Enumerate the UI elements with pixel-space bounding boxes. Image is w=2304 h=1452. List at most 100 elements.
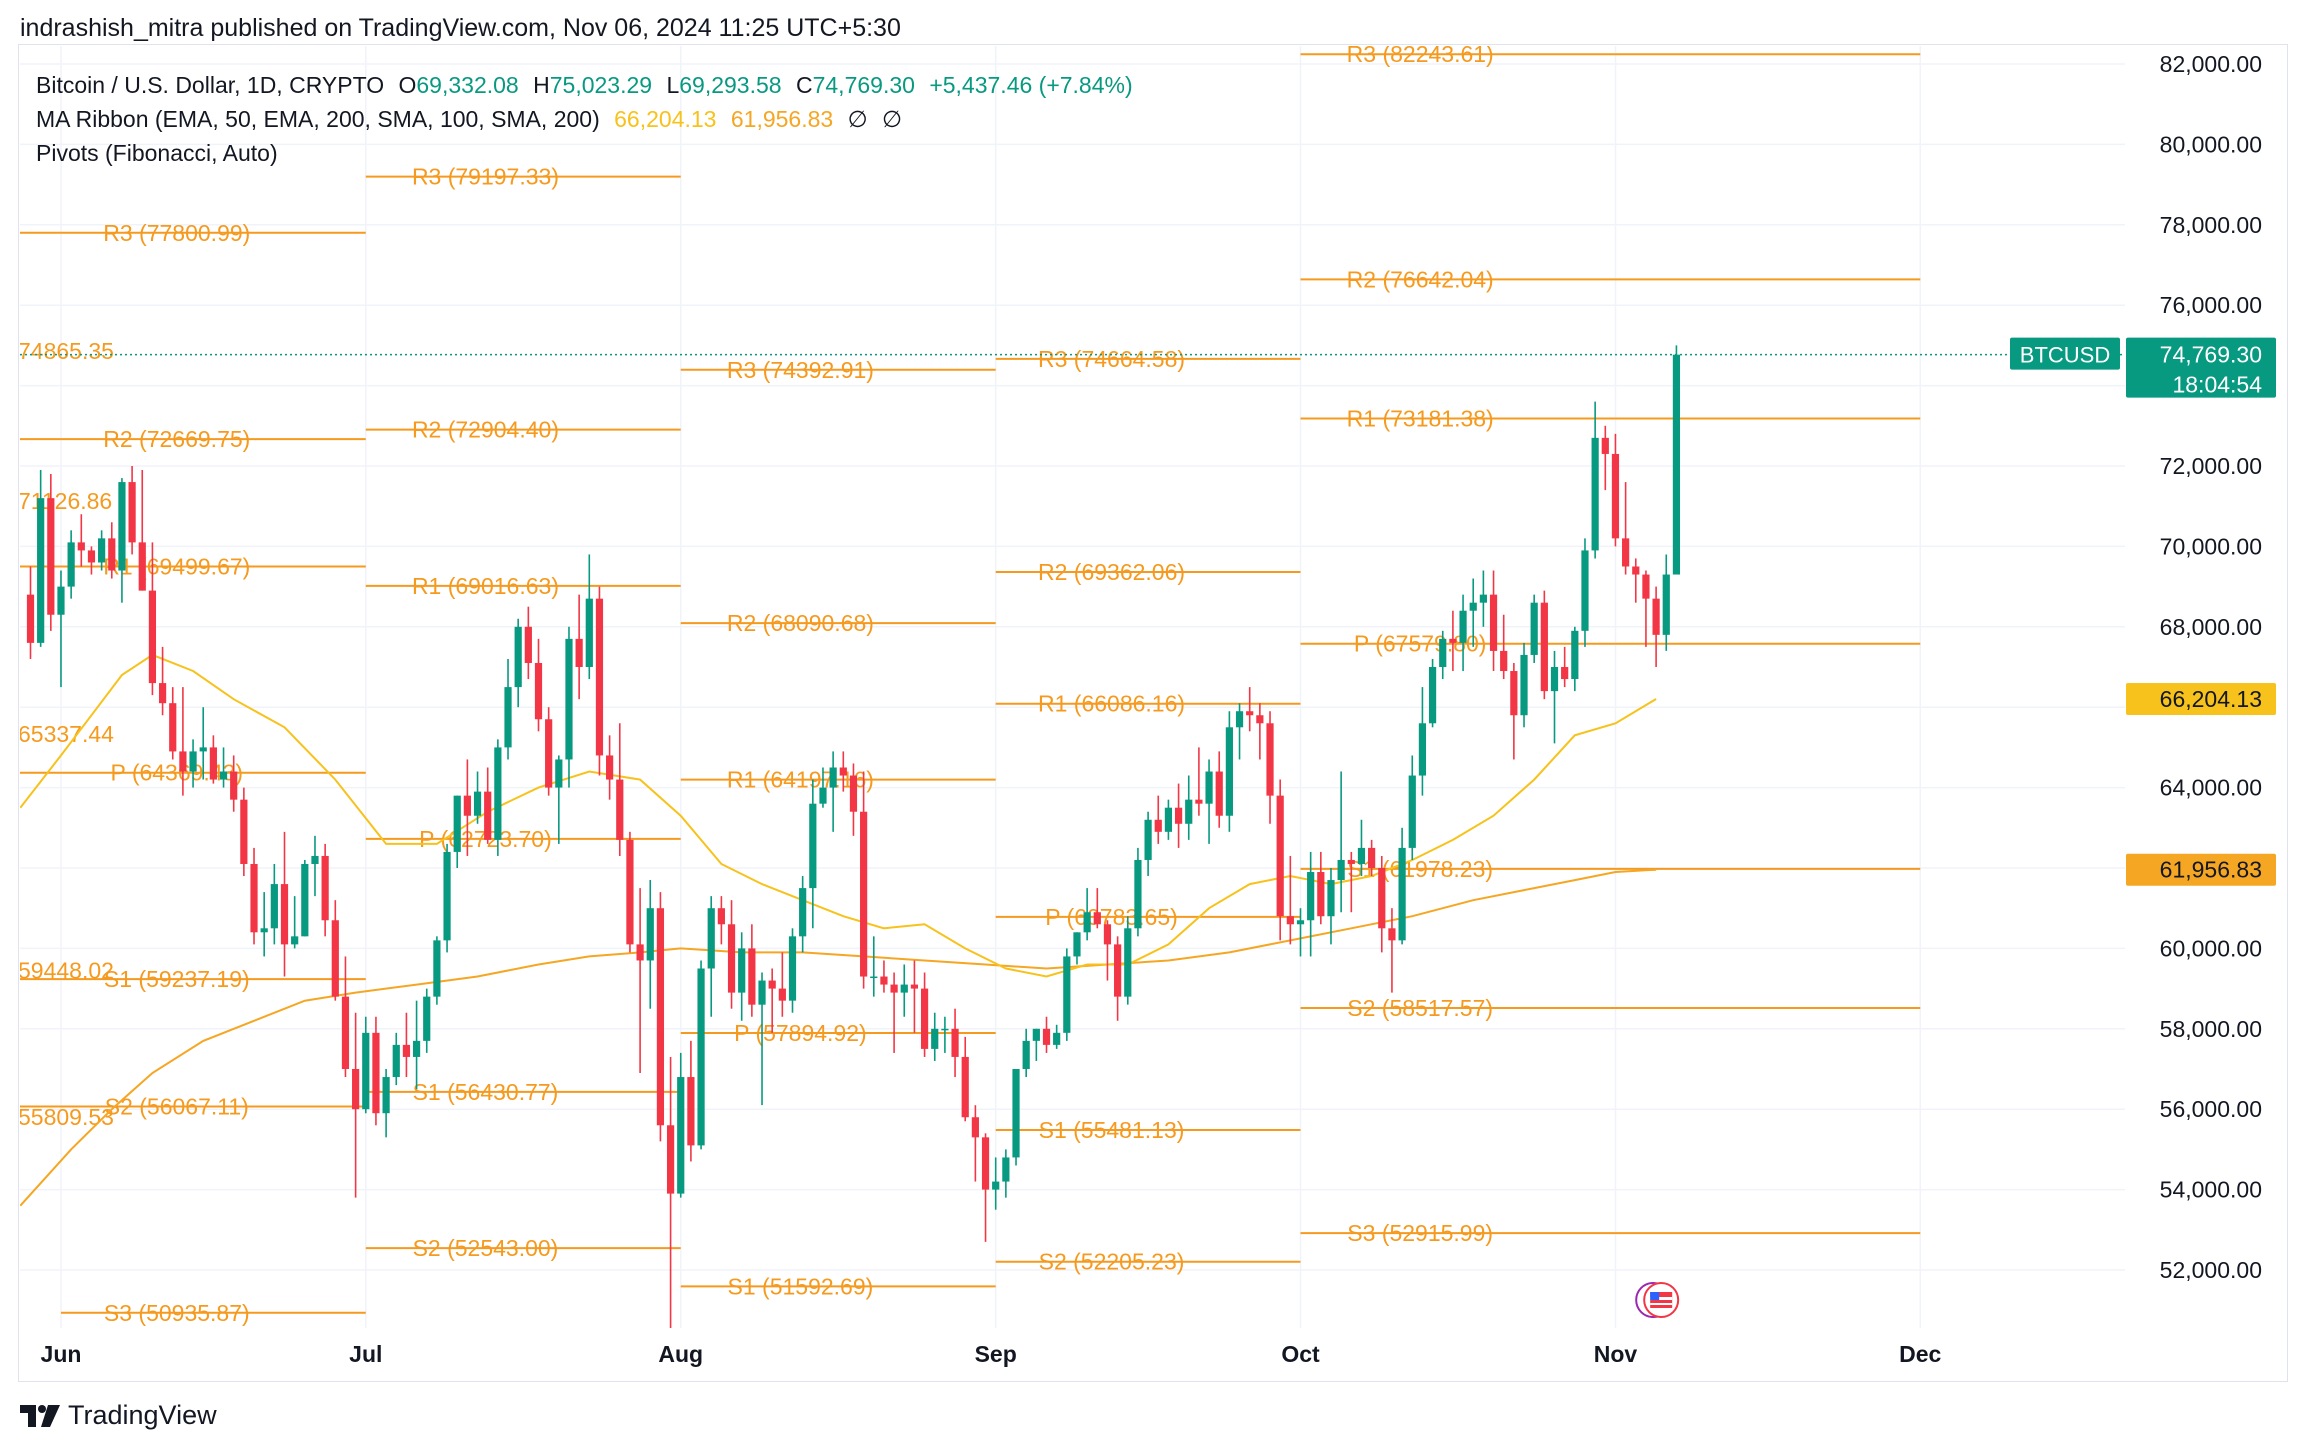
high-value: 75,023.29: [549, 72, 653, 98]
candle-body: [453, 795, 461, 852]
ma-ribbon-value-3: ∅: [847, 106, 868, 132]
pivots-legend[interactable]: Pivots (Fibonacci, Auto): [36, 142, 286, 165]
price-axis-label: 78,000.00: [2160, 212, 2262, 238]
candle-body: [463, 795, 471, 816]
pivot-label-r3: R3 (74392.91): [727, 357, 874, 383]
candle-down: [768, 968, 776, 1033]
pivot-label-r2: R2 (72904.40): [412, 417, 559, 443]
candle-body: [768, 980, 776, 989]
us-event-flag-icon[interactable]: [1635, 1282, 1680, 1318]
time-axis-label: Nov: [1594, 1341, 1638, 1367]
candle-body: [1296, 920, 1305, 925]
candle-down: [128, 466, 136, 555]
candle-down: [1642, 570, 1650, 647]
candle-body: [148, 590, 157, 684]
ma-price-tag-label: 66,204.13: [2160, 686, 2262, 712]
candle-up: [1032, 1028, 1040, 1061]
candle-body: [1418, 723, 1427, 776]
candle-down: [727, 900, 736, 1009]
candle-down: [1174, 783, 1183, 848]
candle-body: [484, 791, 492, 840]
price-axis-label: 80,000.00: [2160, 131, 2262, 157]
change-value: +5,437.46 (+7.84%): [929, 72, 1133, 98]
candle-body: [1439, 638, 1447, 667]
candle-body: [839, 767, 847, 776]
candle-down: [981, 1133, 990, 1242]
candle-body: [158, 683, 167, 704]
candle-body: [98, 538, 106, 563]
candle-up: [301, 859, 309, 937]
candle-down: [230, 755, 238, 812]
candle-down: [1093, 888, 1101, 929]
candle-down: [575, 594, 583, 700]
candle-up: [1134, 847, 1142, 937]
candle-body: [748, 948, 756, 1005]
candle-body: [687, 1077, 695, 1146]
candle-up: [1662, 554, 1670, 651]
grid-lines: [20, 46, 2125, 1328]
candle-body: [1622, 538, 1630, 567]
candle-body: [240, 799, 248, 864]
candle-up: [819, 767, 827, 808]
candle-body: [1601, 437, 1609, 454]
candle-up: [1469, 578, 1477, 647]
candle-up: [738, 932, 746, 1021]
candle-body: [545, 719, 553, 788]
symbol-title[interactable]: Bitcoin / U.S. Dollar, 1D, CRYPTO: [36, 72, 385, 98]
candle-body: [758, 980, 766, 1005]
time-axis-label: Dec: [1899, 1341, 1941, 1367]
candle-body: [931, 1028, 939, 1049]
candle-up: [1022, 1028, 1030, 1078]
candle-body: [1225, 727, 1233, 816]
candle-up: [1185, 775, 1193, 840]
pivot-label-s2: S2 (56067.11): [105, 1094, 249, 1120]
candle-up: [1164, 799, 1173, 840]
candle-body: [67, 542, 75, 587]
ma-ribbon-legend[interactable]: MA Ribbon (EMA, 50, EMA, 200, SMA, 100, …: [36, 108, 910, 131]
pivot-label-r1: R1 (69499.67): [103, 554, 250, 580]
candle-down: [1256, 703, 1264, 760]
candle-body: [1235, 711, 1244, 728]
candle-body: [1053, 1032, 1061, 1045]
tradingview-logo[interactable]: TradingView: [20, 1400, 217, 1431]
candle-up: [504, 658, 512, 760]
candle-body: [321, 855, 329, 921]
candle-up: [260, 892, 268, 957]
bar-countdown: 18:04:54: [2172, 372, 2262, 398]
tradingview-logo-icon: [20, 1404, 60, 1427]
ma-price-tag: [2126, 853, 2276, 886]
candle-body: [26, 594, 35, 643]
candle-up: [1337, 771, 1345, 913]
candle-up: [565, 626, 573, 788]
candle-up: [1672, 345, 1681, 575]
candle-down: [1042, 1016, 1051, 1053]
pivot-label-r2: R2 (76642.04): [1347, 266, 1494, 292]
candle-down: [240, 787, 248, 877]
pivot-label-r1: R1 (64197.16): [727, 767, 874, 793]
candle-down: [1246, 687, 1254, 732]
candle-up: [870, 936, 878, 997]
candle-body: [1144, 819, 1152, 860]
candle-body: [118, 482, 126, 571]
candle-down: [341, 956, 350, 1078]
high-label: H: [533, 72, 550, 98]
candle-body: [941, 1028, 949, 1031]
candle-down: [616, 723, 624, 856]
candle-down: [1347, 851, 1355, 913]
candle-body: [849, 775, 858, 812]
candle-down: [1449, 610, 1457, 672]
candle-body: [555, 759, 563, 788]
candle-body: [981, 1137, 990, 1190]
candle-body: [1337, 859, 1345, 881]
candle-up: [1063, 948, 1071, 1041]
candle-body: [1662, 574, 1670, 635]
candle-body: [951, 1028, 959, 1057]
candle-up: [1002, 1149, 1010, 1198]
candle-down: [280, 831, 289, 977]
publisher-line: indrashish_mitra published on TradingVie…: [20, 14, 901, 42]
pivot-label-s1: S1 (51592.69): [728, 1273, 874, 1299]
candle-body: [829, 767, 837, 788]
pivot-label-s1: S1 (59237.19): [104, 966, 250, 992]
candle-body: [1520, 654, 1528, 716]
